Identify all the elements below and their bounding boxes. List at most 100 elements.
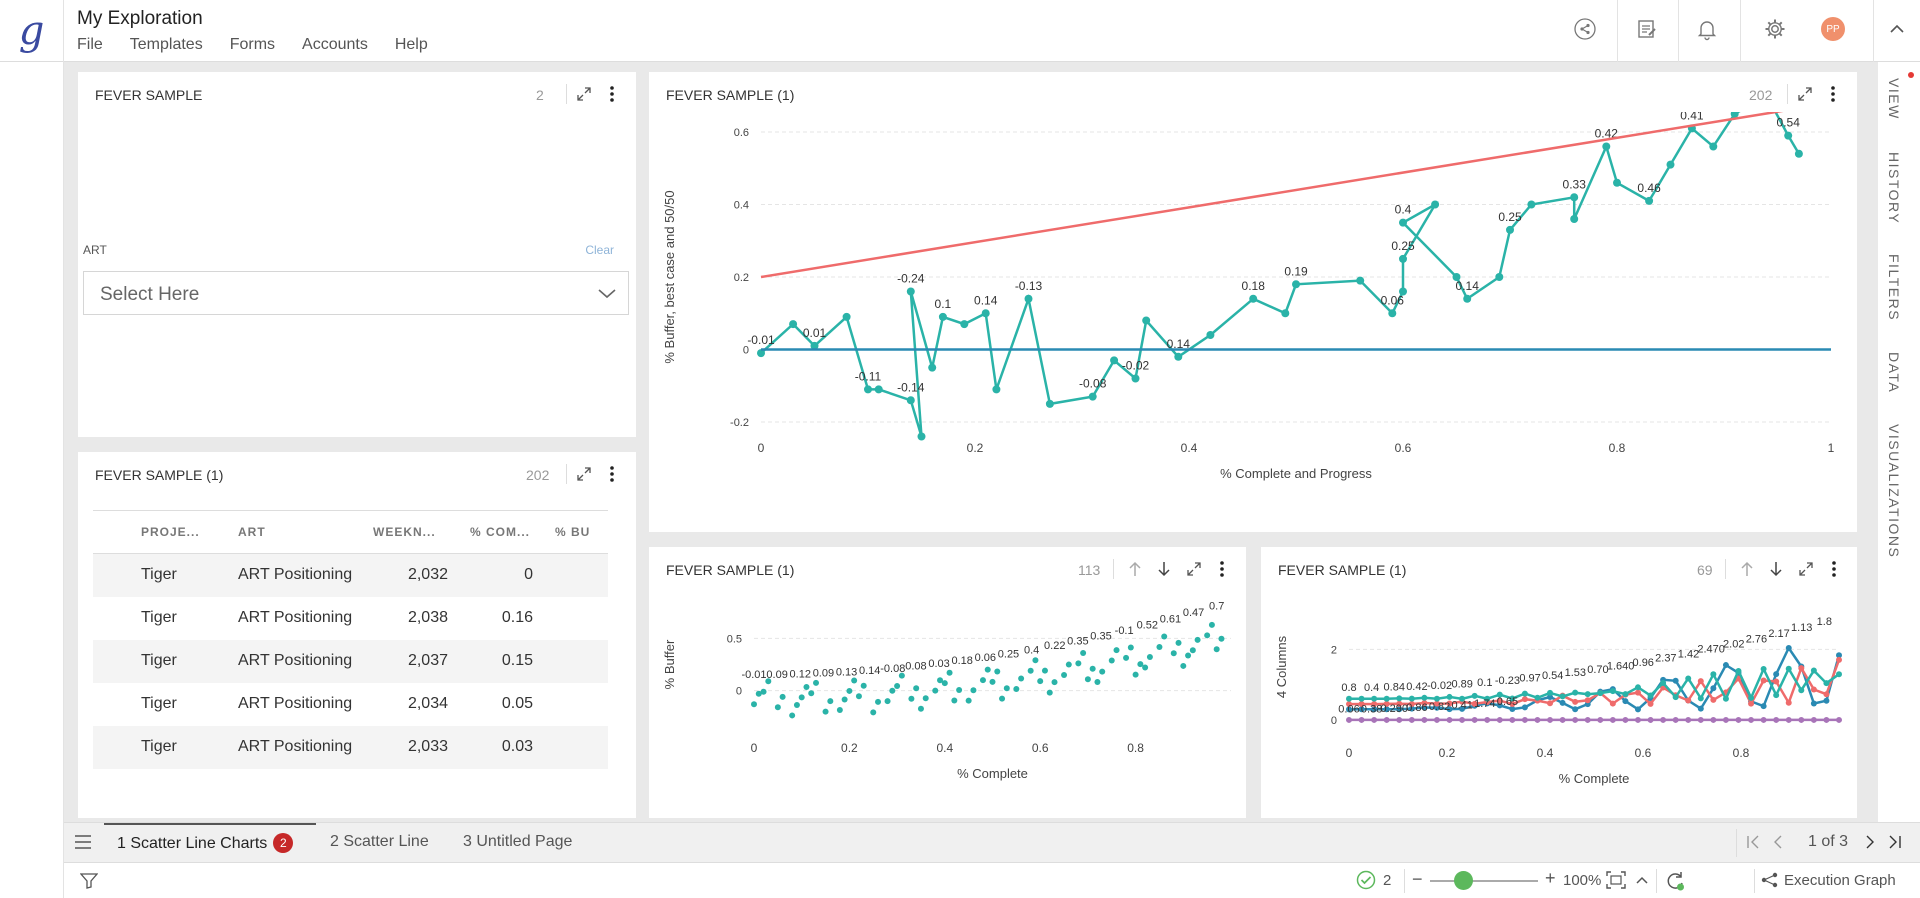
bell-icon[interactable] bbox=[1692, 14, 1722, 44]
clear-link[interactable]: Clear bbox=[585, 243, 614, 257]
data-point bbox=[1399, 218, 1407, 227]
data-label: 0.38 bbox=[1361, 703, 1382, 715]
scatter-chart[interactable]: 0 0.5 0 0.2 0.4 0.6 0.8 % Complete % Buffer -0.01… bbox=[649, 587, 1246, 818]
status-separator bbox=[1404, 869, 1405, 893]
refresh-icon[interactable] bbox=[1664, 870, 1686, 897]
chevron-up-icon[interactable] bbox=[1634, 872, 1650, 893]
data-point bbox=[1547, 700, 1554, 707]
zoom-slider-handle[interactable] bbox=[1454, 871, 1473, 890]
more-menu-icon[interactable] bbox=[1824, 559, 1844, 579]
more-menu-icon[interactable] bbox=[1823, 84, 1843, 104]
sort-ascending-icon[interactable] bbox=[1737, 559, 1757, 579]
gear-icon[interactable] bbox=[1760, 14, 1790, 44]
zoom-out-button[interactable]: − bbox=[1412, 869, 1423, 889]
data-point bbox=[1459, 705, 1466, 712]
y-tick-label: 0 bbox=[743, 345, 749, 357]
zoom-in-button[interactable]: + bbox=[1545, 868, 1556, 888]
scatter-point bbox=[922, 695, 929, 702]
rail-tab-history[interactable]: HISTORY bbox=[1886, 152, 1902, 225]
data-label: 0.09 bbox=[813, 668, 834, 680]
col-header-project[interactable]: PROJE... bbox=[141, 510, 238, 554]
data-point bbox=[1748, 694, 1755, 701]
col-header-art[interactable]: ART bbox=[238, 510, 373, 554]
status-separator bbox=[1656, 869, 1657, 893]
expand-icon[interactable] bbox=[574, 84, 594, 104]
data-point bbox=[1446, 706, 1453, 713]
y-axis-label: 4 Columns bbox=[1274, 635, 1289, 698]
execution-graph-icon[interactable] bbox=[1761, 872, 1779, 893]
last-page-icon[interactable] bbox=[1886, 835, 1902, 854]
execution-graph-label[interactable]: Execution Graph bbox=[1784, 872, 1896, 889]
expand-icon[interactable] bbox=[574, 464, 594, 484]
data-point bbox=[1281, 309, 1290, 318]
data-point bbox=[1634, 689, 1641, 696]
data-point bbox=[1760, 665, 1767, 672]
scatter-point bbox=[970, 687, 977, 694]
menu-file[interactable]: File bbox=[77, 36, 103, 53]
prev-page-icon[interactable] bbox=[1772, 835, 1784, 854]
x-tick-label: 0 bbox=[751, 741, 758, 755]
sort-descending-icon[interactable] bbox=[1154, 559, 1174, 579]
menu-templates[interactable]: Templates bbox=[129, 36, 203, 53]
filter-icon[interactable] bbox=[79, 873, 99, 894]
sort-descending-icon[interactable] bbox=[1766, 559, 1786, 579]
col-header-buffer[interactable]: % BU bbox=[533, 510, 608, 554]
rail-tab-data[interactable]: DATA bbox=[1886, 352, 1902, 394]
scatter-point bbox=[951, 697, 958, 704]
notes-icon[interactable] bbox=[1632, 14, 1662, 44]
main-line-chart[interactable]: -0.2 0 0.2 0.4 0.6 0 0.2 0.4 0.6 0.8 1 % Complete a… bbox=[649, 112, 1857, 532]
data-label: 0.14 bbox=[974, 293, 998, 307]
data-label: 0.19 bbox=[1284, 264, 1308, 278]
expand-icon[interactable] bbox=[1796, 559, 1816, 579]
page-tab-3[interactable]: 3 Untitled Page bbox=[463, 833, 573, 850]
table-row[interactable]: Tiger ART Positioning 2,038 0.16 bbox=[93, 597, 608, 640]
fit-screen-icon[interactable] bbox=[1606, 871, 1626, 894]
table-row[interactable]: Tiger ART Positioning 2,032 0 bbox=[93, 553, 608, 597]
page-tab-2[interactable]: 2 Scatter Line bbox=[330, 833, 429, 850]
app-logo[interactable]: g bbox=[0, 0, 64, 62]
collapse-chevron-up-icon[interactable] bbox=[1882, 14, 1912, 44]
table-row[interactable]: Tiger ART Positioning 2,034 0.05 bbox=[93, 683, 608, 726]
first-page-icon[interactable] bbox=[1746, 835, 1762, 854]
more-menu-icon[interactable] bbox=[602, 84, 622, 104]
scatter-point bbox=[875, 698, 882, 705]
more-menu-icon[interactable] bbox=[1212, 559, 1232, 579]
filter-panel: FEVER SAMPLE 2 ART Clear Select Here bbox=[78, 72, 636, 437]
data-point bbox=[1383, 700, 1390, 707]
art-select[interactable]: Select Here bbox=[83, 271, 629, 315]
rail-tab-filters[interactable]: FILTERS bbox=[1886, 254, 1902, 322]
zoom-slider-track[interactable] bbox=[1430, 880, 1538, 882]
x-tick-label: 1 bbox=[1828, 441, 1835, 455]
cell: Tiger bbox=[141, 609, 177, 626]
data-label: -0.08 bbox=[880, 663, 905, 675]
panel-title: FEVER SAMPLE (1) bbox=[1278, 562, 1407, 578]
x-axis-label: % Complete bbox=[957, 766, 1028, 781]
expand-icon[interactable] bbox=[1795, 84, 1815, 104]
data-point bbox=[1421, 716, 1428, 723]
sort-ascending-icon[interactable] bbox=[1125, 559, 1145, 579]
table-row[interactable]: Tiger ART Positioning 2,037 0.15 bbox=[93, 639, 608, 683]
multi-line-chart[interactable]: 0 2 0 0.2 0.4 0.6 0.8 % Complete 4 Columns 0.8 0.4… bbox=[1261, 587, 1857, 818]
expand-icon[interactable] bbox=[1184, 559, 1204, 579]
user-avatar[interactable]: PP bbox=[1818, 14, 1848, 44]
rail-tab-visualizations[interactable]: VISUALIZATIONS bbox=[1886, 424, 1902, 559]
data-point bbox=[1559, 716, 1566, 723]
data-point bbox=[1760, 716, 1767, 723]
menu-accounts[interactable]: Accounts bbox=[302, 36, 368, 53]
next-page-icon[interactable] bbox=[1864, 835, 1876, 854]
data-point bbox=[1823, 716, 1830, 723]
data-point bbox=[1496, 716, 1503, 723]
more-menu-icon[interactable] bbox=[602, 464, 622, 484]
col-header-complete[interactable]: % COM... bbox=[448, 510, 533, 554]
share-icon[interactable] bbox=[1570, 14, 1600, 44]
menu-forms[interactable]: Forms bbox=[229, 36, 276, 53]
menu-help[interactable]: Help bbox=[394, 36, 428, 53]
data-point bbox=[1748, 716, 1755, 723]
col-header-weeknum[interactable]: WEEKN... bbox=[373, 510, 448, 554]
hamburger-icon[interactable] bbox=[74, 834, 92, 855]
check-circle-icon[interactable] bbox=[1356, 870, 1376, 895]
data-label: -0.01 bbox=[747, 333, 775, 347]
table-row[interactable]: Tiger ART Positioning 2,033 0.03 bbox=[93, 725, 608, 769]
page-tab-1[interactable]: 1 Scatter Line Charts 2 bbox=[117, 833, 294, 853]
rail-tab-view[interactable]: VIEW bbox=[1886, 78, 1902, 120]
